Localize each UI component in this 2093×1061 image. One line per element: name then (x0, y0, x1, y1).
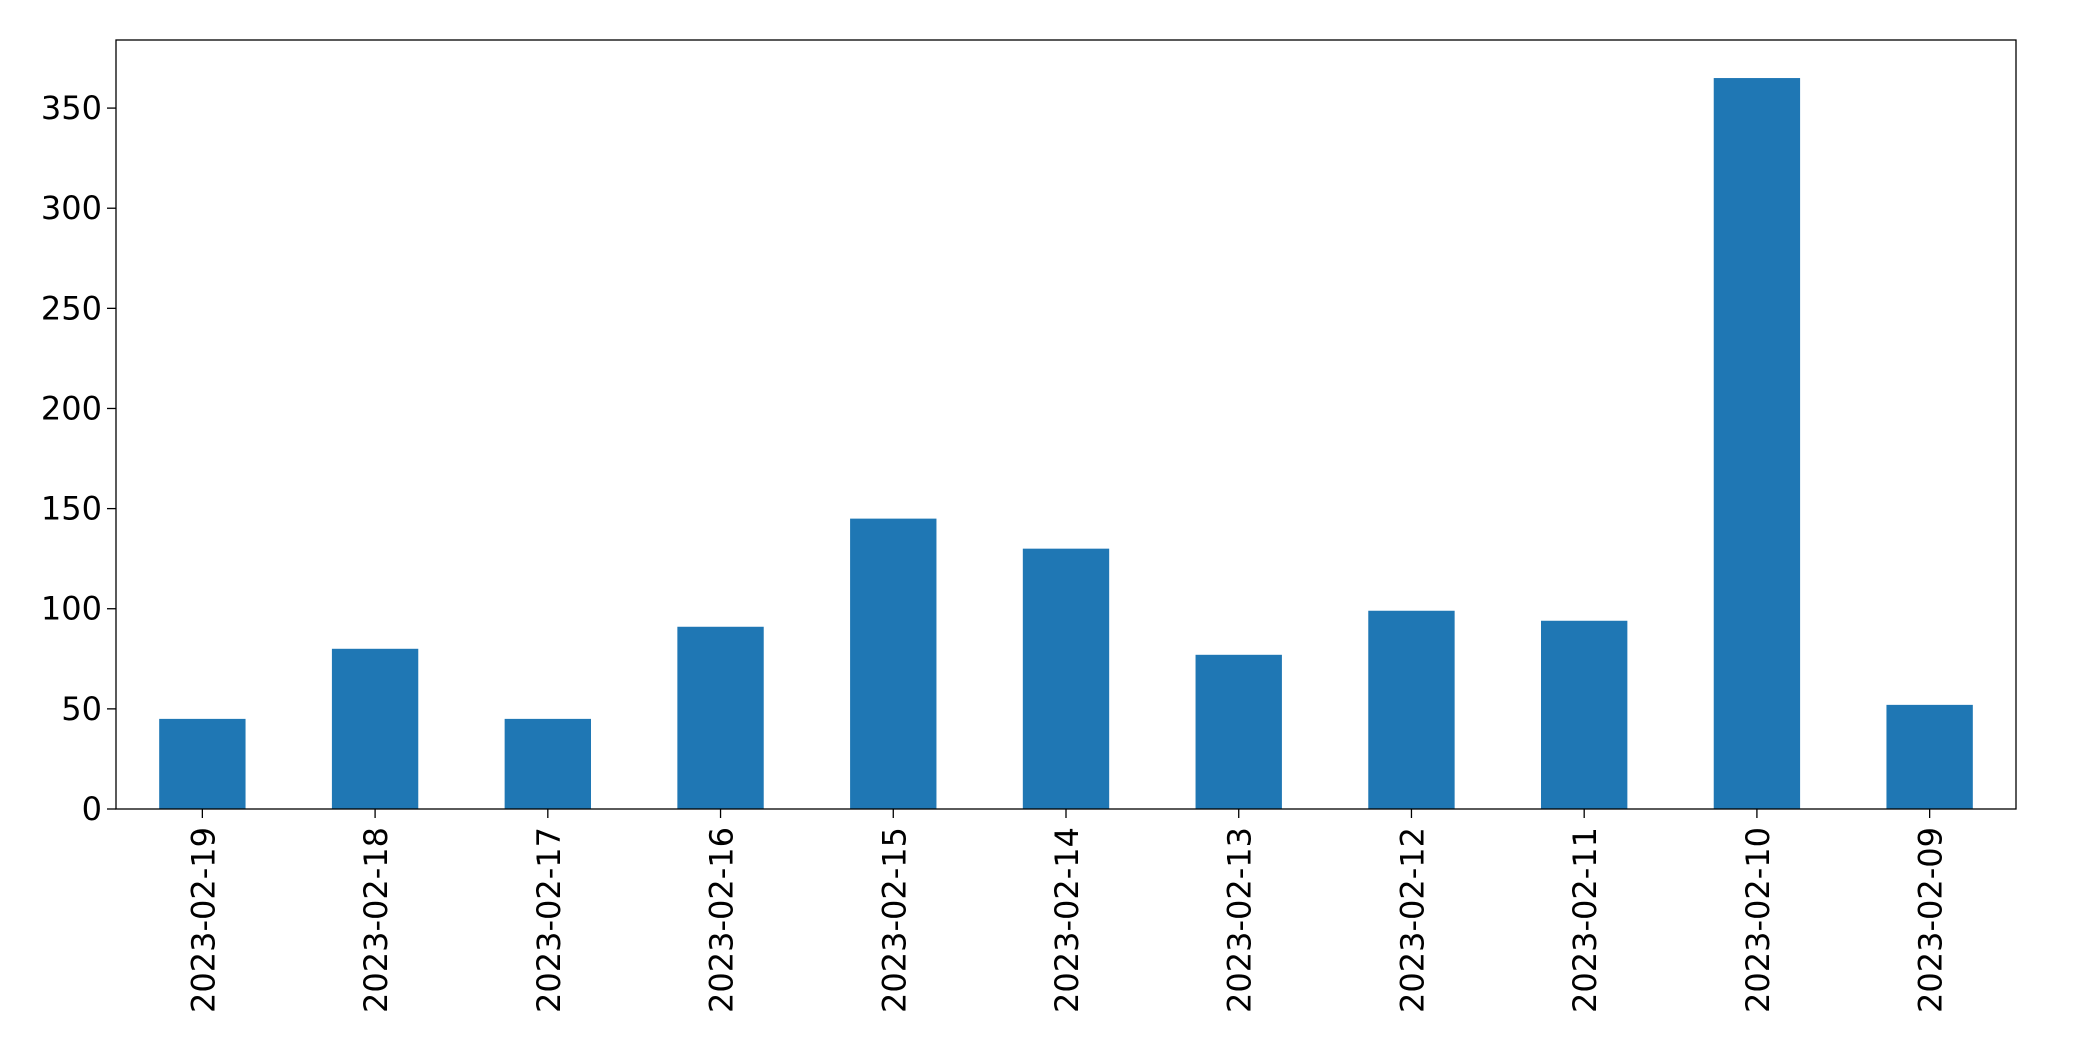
bar (1022, 548, 1110, 809)
y-tick-label: 200 (41, 389, 102, 427)
x-tick-label: 2023-02-14 (1048, 827, 1086, 1013)
x-tick-label: 2023-02-15 (875, 827, 913, 1013)
x-tick-label: 2023-02-12 (1393, 827, 1431, 1013)
y-tick-label: 350 (41, 89, 102, 127)
bar (504, 718, 591, 809)
bar (677, 626, 764, 809)
bar (1195, 654, 1282, 809)
x-tick-label: 2023-02-18 (357, 827, 395, 1013)
x-tick-label: 2023-02-17 (530, 827, 568, 1013)
bar (1541, 620, 1628, 809)
y-tick-label: 50 (61, 690, 102, 728)
bar (1713, 78, 1801, 809)
bar (1368, 610, 1455, 809)
x-tick-label: 2023-02-19 (184, 827, 222, 1013)
y-tick-label: 300 (41, 189, 102, 227)
x-tick-label: 2023-02-10 (1739, 827, 1777, 1013)
x-tick-label: 2023-02-16 (703, 827, 741, 1013)
plot-frame (115, 39, 2017, 810)
x-tick-label: 2023-02-13 (1221, 827, 1259, 1013)
y-tick-label: 100 (41, 590, 102, 628)
x-tick-label: 2023-02-11 (1566, 827, 1604, 1013)
y-tick-label: 150 (41, 490, 102, 528)
bar (1886, 704, 1973, 809)
bar (850, 518, 937, 809)
bar (331, 648, 419, 809)
y-tick-label: 0 (82, 790, 102, 828)
bar (159, 718, 246, 809)
x-tick-label: 2023-02-09 (1912, 827, 1950, 1013)
y-tick-label: 250 (41, 289, 102, 327)
